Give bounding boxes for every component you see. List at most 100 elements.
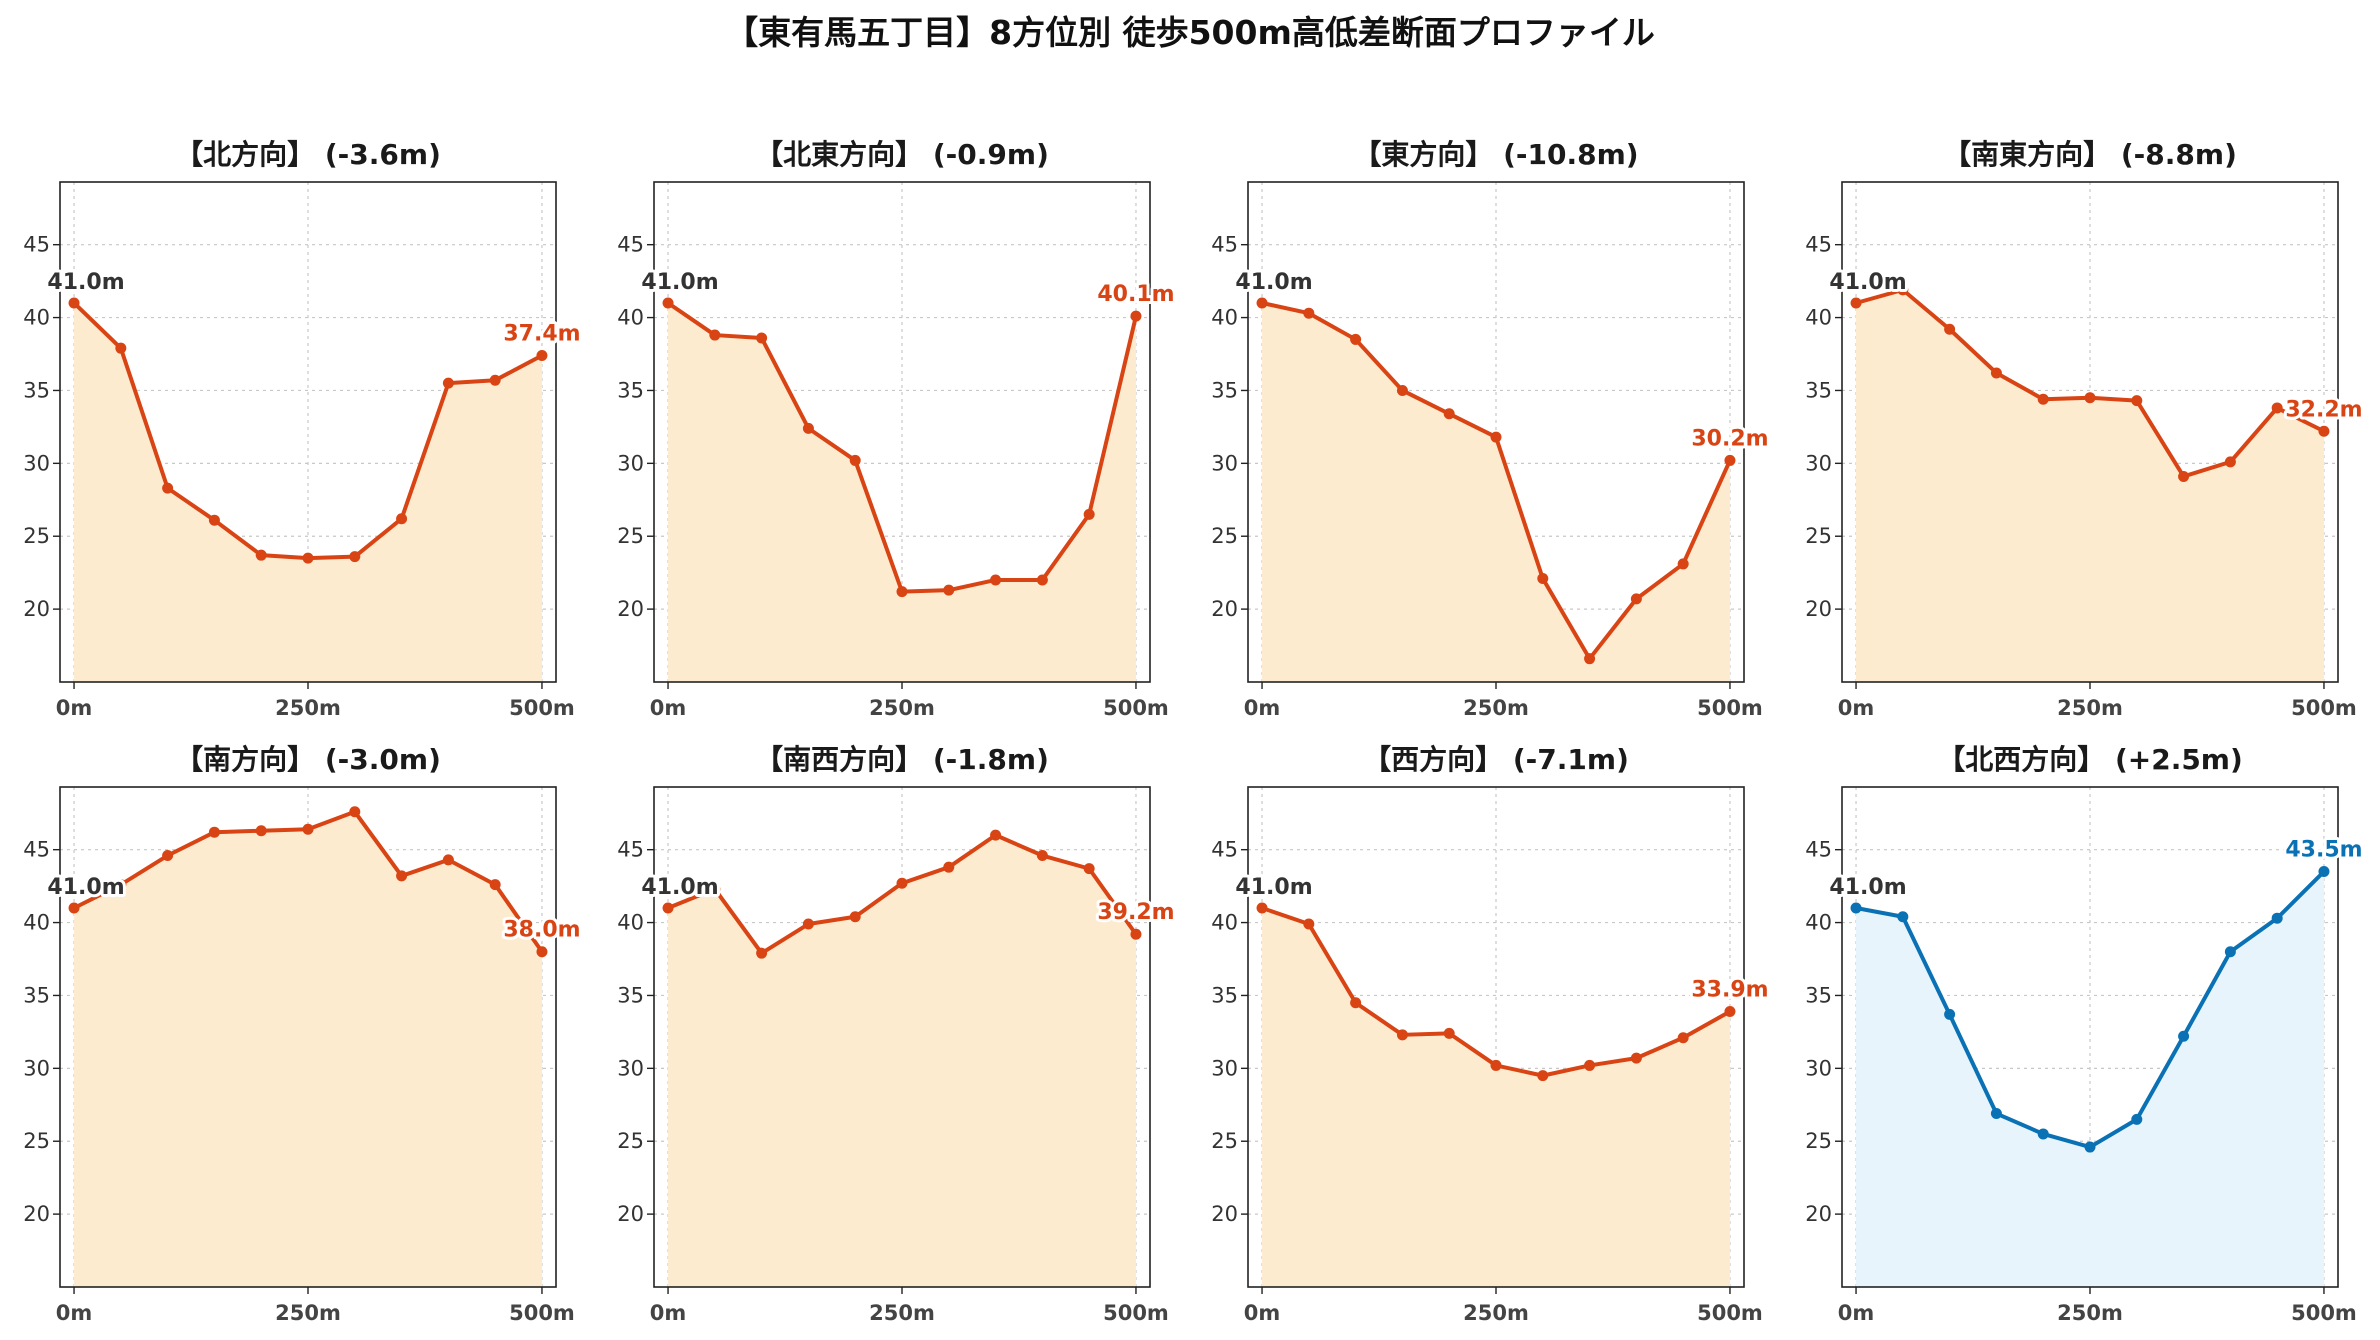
data-point	[1630, 593, 1642, 605]
end-elevation-label: 38.0m	[503, 918, 580, 943]
data-point	[1990, 367, 2002, 379]
y-tick-label: 35	[617, 378, 644, 402]
data-point	[990, 829, 1002, 841]
x-tick-label: 500m	[1103, 696, 1169, 720]
x-tick-label: 500m	[509, 1301, 575, 1325]
y-tick-label: 45	[23, 838, 50, 862]
y-tick-label: 40	[1805, 911, 1832, 935]
data-point	[709, 883, 721, 895]
data-point	[255, 825, 267, 837]
data-point	[115, 879, 127, 891]
data-point	[1630, 1052, 1642, 1064]
y-tick-label: 45	[617, 838, 644, 862]
data-point	[896, 586, 908, 598]
profile-panel: 20 25 30 35 40 45 0m 250m 500m 【西方向】 (-7.1m) 41.0m…	[1211, 743, 1771, 1325]
x-tick-label: 0m	[56, 1301, 93, 1325]
data-point	[990, 574, 1002, 586]
data-point	[1897, 284, 1909, 296]
data-point	[1303, 307, 1315, 319]
data-point	[162, 482, 174, 494]
data-point	[1350, 997, 1362, 1009]
data-point	[849, 911, 861, 923]
y-tick-label: 30	[1805, 1056, 1832, 1080]
y-tick-label: 25	[617, 1129, 644, 1153]
data-point	[1256, 297, 1268, 309]
start-elevation-label: 41.0m	[641, 270, 718, 295]
end-elevation-label: 37.4m	[503, 321, 580, 346]
y-tick-label: 25	[1805, 1129, 1832, 1153]
y-tick-label: 40	[23, 911, 50, 935]
data-point	[1443, 408, 1455, 420]
start-elevation-label: 41.0m	[1235, 270, 1312, 295]
y-tick-label: 35	[1805, 983, 1832, 1007]
data-point	[756, 332, 768, 344]
panel-title: 【南方向】 (-3.0m)	[175, 743, 441, 776]
y-tick-label: 25	[617, 524, 644, 548]
data-point	[802, 422, 814, 434]
x-tick-label: 250m	[869, 696, 935, 720]
data-point	[208, 514, 220, 526]
elevation-area	[1262, 302, 1730, 682]
elevation-area	[1856, 871, 2324, 1287]
data-point	[802, 918, 814, 930]
data-point	[536, 946, 548, 958]
profile-panel: 20 25 30 35 40 45 0m 250m 500m 【東方向】 (-10.8m) 41.0…	[1211, 138, 1771, 720]
profile-panel: 20 25 30 35 40 45 0m 250m 500m 【南西方向】 (-1.8m) 41.0…	[617, 743, 1177, 1325]
panel-title: 【西方向】 (-7.1m)	[1363, 743, 1629, 776]
y-tick-label: 20	[1211, 1202, 1238, 1226]
y-tick-label: 45	[1211, 838, 1238, 862]
data-point	[2084, 1141, 2096, 1153]
x-tick-label: 0m	[56, 696, 93, 720]
data-point	[1303, 918, 1315, 930]
data-point	[2037, 393, 2049, 405]
data-point	[68, 902, 80, 914]
y-tick-label: 45	[23, 233, 50, 257]
y-tick-label: 35	[23, 983, 50, 1007]
data-point	[302, 823, 314, 835]
data-point	[943, 861, 955, 873]
profile-panel: 20 25 30 35 40 45 0m 250m 500m 【南東方向】 (-8.8m) 41.0…	[1805, 138, 2365, 720]
data-point	[1130, 928, 1142, 940]
y-tick-label: 30	[1211, 1056, 1238, 1080]
data-point	[1537, 1070, 1549, 1082]
y-tick-label: 40	[1211, 306, 1238, 330]
x-tick-label: 500m	[1697, 696, 1763, 720]
panel-title: 【北西方向】 (+2.5m)	[1937, 743, 2243, 776]
data-point	[943, 584, 955, 596]
y-tick-label: 45	[617, 233, 644, 257]
data-point	[896, 877, 908, 889]
data-point	[2224, 456, 2236, 468]
data-point	[1537, 573, 1549, 585]
y-tick-label: 40	[1805, 306, 1832, 330]
data-point	[1350, 333, 1362, 345]
elevation-area	[1262, 907, 1730, 1287]
y-tick-label: 30	[617, 451, 644, 475]
data-point	[662, 902, 674, 914]
data-point	[1990, 1108, 2002, 1120]
panel-title: 【北方向】 (-3.6m)	[175, 138, 441, 171]
y-tick-label: 20	[1805, 1202, 1832, 1226]
data-point	[1724, 454, 1736, 466]
data-point	[255, 549, 267, 561]
x-tick-label: 500m	[2291, 1301, 2357, 1325]
data-point	[2131, 395, 2143, 407]
end-elevation-label: 33.9m	[1691, 977, 1768, 1002]
data-point	[1897, 911, 1909, 923]
y-tick-label: 35	[1805, 378, 1832, 402]
x-tick-label: 0m	[650, 696, 687, 720]
profile-panel: 20 25 30 35 40 45 0m 250m 500m 【北東方向】 (-0.9m) 41.0…	[617, 138, 1177, 720]
data-point	[1490, 431, 1502, 443]
elevation-area	[74, 302, 542, 682]
data-point	[1944, 323, 1956, 335]
x-tick-label: 0m	[1838, 1301, 1875, 1325]
data-point	[1443, 1027, 1455, 1039]
x-tick-label: 0m	[1838, 696, 1875, 720]
x-tick-label: 250m	[1463, 1301, 1529, 1325]
y-tick-label: 40	[617, 911, 644, 935]
y-tick-label: 30	[23, 1056, 50, 1080]
data-point	[849, 454, 861, 466]
end-elevation-label: 39.2m	[1097, 900, 1174, 925]
elevation-area	[1856, 289, 2324, 682]
panel-title: 【北東方向】 (-0.9m)	[755, 138, 1049, 171]
x-tick-label: 250m	[2057, 1301, 2123, 1325]
